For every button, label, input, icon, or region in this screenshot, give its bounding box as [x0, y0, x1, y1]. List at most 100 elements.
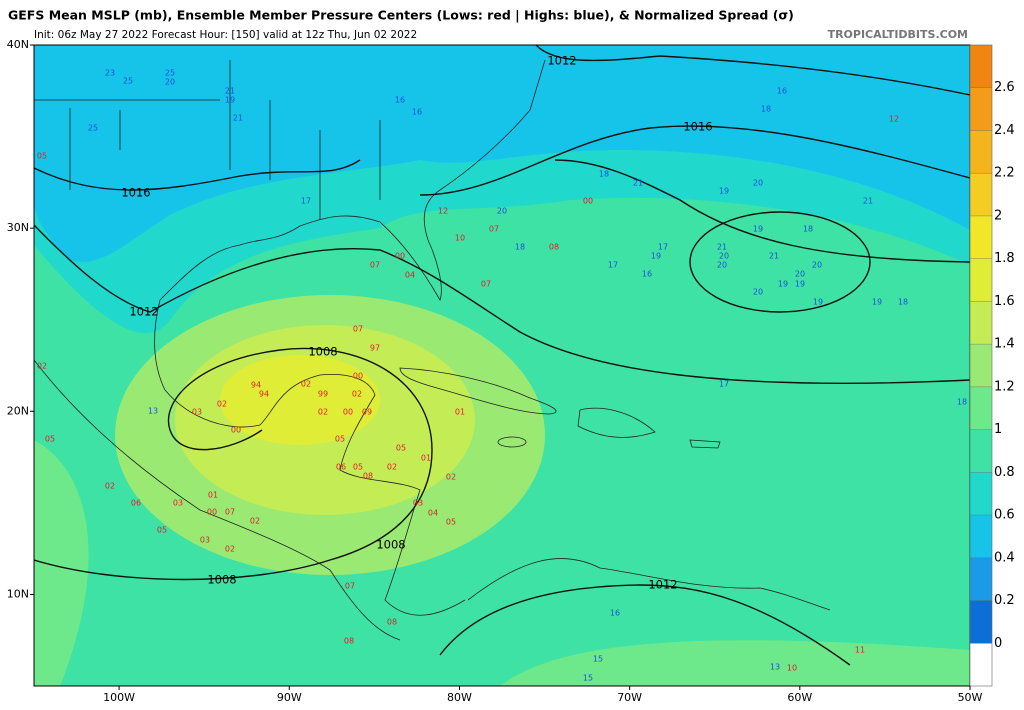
high-center: 17 — [719, 380, 729, 389]
colorbar-label: 2.4 — [994, 123, 1015, 138]
colorbar: 0 0.2 0.4 0.6 0.8 1 1.2 1.4 1.6 1.8 2 2.2 2.4 2.6 — [969, 44, 1015, 687]
isobar-label: 1012 — [547, 54, 576, 68]
high-center: 20 — [753, 179, 763, 188]
low-center: 02 — [105, 482, 115, 491]
high-center: 15 — [593, 655, 603, 664]
low-center: 04 — [428, 509, 438, 518]
high-center: 23 — [105, 69, 115, 78]
high-center: 19 — [872, 298, 882, 307]
high-center: 13 — [770, 663, 780, 672]
colorbar-frame — [969, 44, 993, 687]
lat-label: 10N — [7, 587, 29, 600]
low-center: 02 — [250, 517, 260, 526]
high-center: 21 — [233, 114, 243, 123]
high-center: 18 — [898, 298, 908, 307]
low-center: 00 — [583, 197, 593, 206]
colorbar-band — [970, 45, 992, 88]
high-center: 20 — [753, 288, 763, 297]
high-center: 20 — [497, 207, 507, 216]
high-center: 18 — [515, 243, 525, 252]
high-center: 21 — [225, 87, 235, 96]
coastlines — [34, 59, 831, 641]
high-center: 21 — [717, 243, 727, 252]
low-center: 07 — [489, 225, 499, 234]
lat-label: 20N — [7, 404, 29, 417]
high-center: 16 — [412, 108, 422, 117]
low-center: 05 — [446, 518, 456, 527]
high-center: 18 — [599, 170, 609, 179]
isobars — [34, 45, 970, 666]
low-center: 08 — [387, 618, 397, 627]
colorbar-band — [970, 515, 992, 558]
low-center: 12 — [889, 115, 899, 124]
low-center: 94 — [251, 381, 261, 390]
high-center: 19 — [651, 252, 661, 261]
credit: TROPICALTIDBITS.COM — [828, 28, 968, 41]
lat-label: 30N — [7, 221, 29, 234]
colorbar-label: 0 — [994, 636, 1002, 651]
spread-field — [34, 45, 970, 262]
low-center: 02 — [217, 400, 227, 409]
lon-label: 100W — [103, 691, 135, 704]
colorbar-label: 2 — [994, 208, 1002, 223]
low-center: 08 — [549, 243, 559, 252]
colorbar-label: 1.4 — [994, 337, 1015, 352]
colorbar-band — [970, 643, 992, 686]
lon-label: 80W — [447, 691, 472, 704]
colorbar-label: 1.6 — [994, 294, 1015, 309]
high-center: 25 — [165, 69, 175, 78]
high-center: 16 — [777, 87, 787, 96]
low-center: 02 — [318, 408, 328, 417]
colorbar-band — [970, 301, 992, 345]
low-center: 00 — [207, 508, 217, 517]
colorbar-band — [970, 215, 992, 259]
colorbar-band — [970, 344, 992, 387]
high-center: 16 — [642, 270, 652, 279]
low-center: 09 — [362, 408, 372, 417]
colorbar-label: 0.6 — [994, 508, 1015, 523]
high-center: 21 — [863, 197, 873, 206]
low-center: 06 — [336, 463, 346, 472]
low-center: 02 — [446, 473, 456, 482]
low-center: 02 — [387, 463, 397, 472]
title: GEFS Mean MSLP (mb), Ensemble Member Pre… — [8, 8, 794, 23]
colorbar-label: 1.2 — [994, 379, 1015, 394]
spread-field — [220, 355, 380, 445]
colorbar-band — [970, 258, 992, 302]
colorbar-label: 1.8 — [994, 251, 1015, 266]
high-center: 19 — [778, 280, 788, 289]
low-center: 07 — [370, 261, 380, 270]
low-center: 05 — [335, 435, 345, 444]
spread-field — [34, 440, 970, 686]
low-center: 08 — [344, 637, 354, 646]
low-center: 01 — [208, 491, 218, 500]
high-center: 16 — [610, 609, 620, 618]
low-center: 10 — [455, 234, 465, 243]
colorbar-label: 2.2 — [994, 166, 1015, 181]
high-center: 20 — [719, 252, 729, 261]
low-center: 02 — [352, 390, 362, 399]
high-center: 15 — [583, 674, 593, 683]
low-center: 97 — [370, 344, 380, 353]
lon-label: 70W — [617, 691, 642, 704]
low-center: 05 — [37, 152, 47, 161]
isobar-label: 1016 — [121, 186, 150, 200]
low-center: 02 — [301, 380, 311, 389]
low-center: 08 — [363, 472, 373, 481]
high-center: 21 — [769, 252, 779, 261]
colorbar-band — [970, 429, 992, 473]
low-center: 02 — [37, 362, 47, 371]
high-center: 25 — [88, 124, 98, 133]
high-center: 19 — [225, 96, 235, 105]
low-center: 05 — [396, 444, 406, 453]
colorbar-band — [970, 472, 992, 516]
lat-label: 40N — [7, 38, 29, 51]
low-center: 03 — [173, 499, 183, 508]
colorbar-label: 2.6 — [994, 80, 1015, 95]
high-center: 20 — [165, 78, 175, 87]
low-center: 03 — [192, 408, 202, 417]
low-center: 94 — [259, 390, 269, 399]
subtitle: Init: 06z May 27 2022 Forecast Hour: [15… — [34, 29, 417, 41]
isobar-label: 1008 — [207, 573, 236, 587]
